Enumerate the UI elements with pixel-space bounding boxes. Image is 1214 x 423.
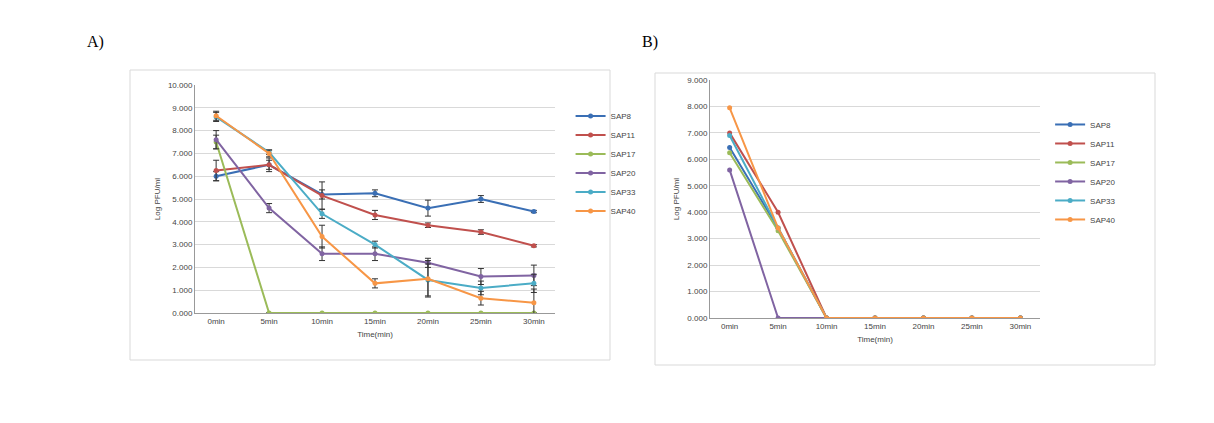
svg-text:SAP11: SAP11: [1090, 140, 1115, 149]
svg-text:Log PFU/ml: Log PFU/ml: [672, 178, 681, 220]
svg-text:SAP17: SAP17: [611, 150, 636, 159]
svg-text:9.000: 9.000: [172, 104, 193, 113]
svg-text:6.000: 6.000: [687, 155, 708, 164]
svg-text:2.000: 2.000: [687, 261, 708, 270]
svg-text:7.000: 7.000: [687, 129, 708, 138]
svg-text:0min: 0min: [721, 322, 738, 331]
svg-text:10min: 10min: [816, 322, 838, 331]
svg-text:SAP33: SAP33: [1090, 197, 1115, 206]
svg-text:1.000: 1.000: [687, 287, 708, 296]
svg-text:0.000: 0.000: [687, 314, 708, 323]
svg-text:8.000: 8.000: [687, 102, 708, 111]
svg-text:3.000: 3.000: [687, 234, 708, 243]
svg-text:5min: 5min: [260, 317, 277, 326]
svg-text:Time(min): Time(min): [857, 335, 893, 344]
svg-text:5.000: 5.000: [172, 195, 193, 204]
svg-text:B): B): [642, 33, 658, 51]
svg-text:0min: 0min: [207, 317, 224, 326]
svg-text:7.000: 7.000: [172, 149, 193, 158]
svg-text:4.000: 4.000: [172, 218, 193, 227]
svg-text:2.000: 2.000: [172, 263, 193, 272]
svg-text:0.000: 0.000: [172, 309, 193, 318]
svg-text:10min: 10min: [311, 317, 333, 326]
svg-text:SAP40: SAP40: [1090, 216, 1115, 225]
svg-text:SAP8: SAP8: [1090, 121, 1111, 130]
svg-text:SAP11: SAP11: [611, 131, 636, 140]
svg-text:20min: 20min: [913, 322, 935, 331]
svg-text:1.000: 1.000: [172, 286, 193, 295]
svg-text:30min: 30min: [523, 317, 545, 326]
svg-text:4.000: 4.000: [687, 208, 708, 217]
svg-text:3.000: 3.000: [172, 240, 193, 249]
svg-text:25min: 25min: [961, 322, 983, 331]
svg-text:SAP17: SAP17: [1090, 159, 1115, 168]
svg-text:9.000: 9.000: [687, 76, 708, 85]
svg-text:20min: 20min: [417, 317, 439, 326]
svg-text:Time(min): Time(min): [357, 330, 393, 339]
svg-text:15min: 15min: [364, 317, 386, 326]
svg-text:Log PFU/ml: Log PFU/ml: [153, 178, 162, 220]
svg-text:SAP33: SAP33: [611, 188, 636, 197]
svg-text:8.000: 8.000: [172, 126, 193, 135]
svg-text:SAP20: SAP20: [1090, 178, 1115, 187]
svg-text:SAP40: SAP40: [611, 207, 636, 216]
svg-text:6.000: 6.000: [172, 172, 193, 181]
svg-text:10.000: 10.000: [168, 81, 193, 90]
svg-text:15min: 15min: [864, 322, 886, 331]
svg-text:5min: 5min: [769, 322, 786, 331]
svg-text:SAP20: SAP20: [611, 169, 636, 178]
svg-text:30min: 30min: [1009, 322, 1031, 331]
svg-text:25min: 25min: [470, 317, 492, 326]
svg-text:A): A): [87, 33, 104, 51]
svg-text:5.000: 5.000: [687, 182, 708, 191]
svg-text:SAP8: SAP8: [611, 112, 632, 121]
